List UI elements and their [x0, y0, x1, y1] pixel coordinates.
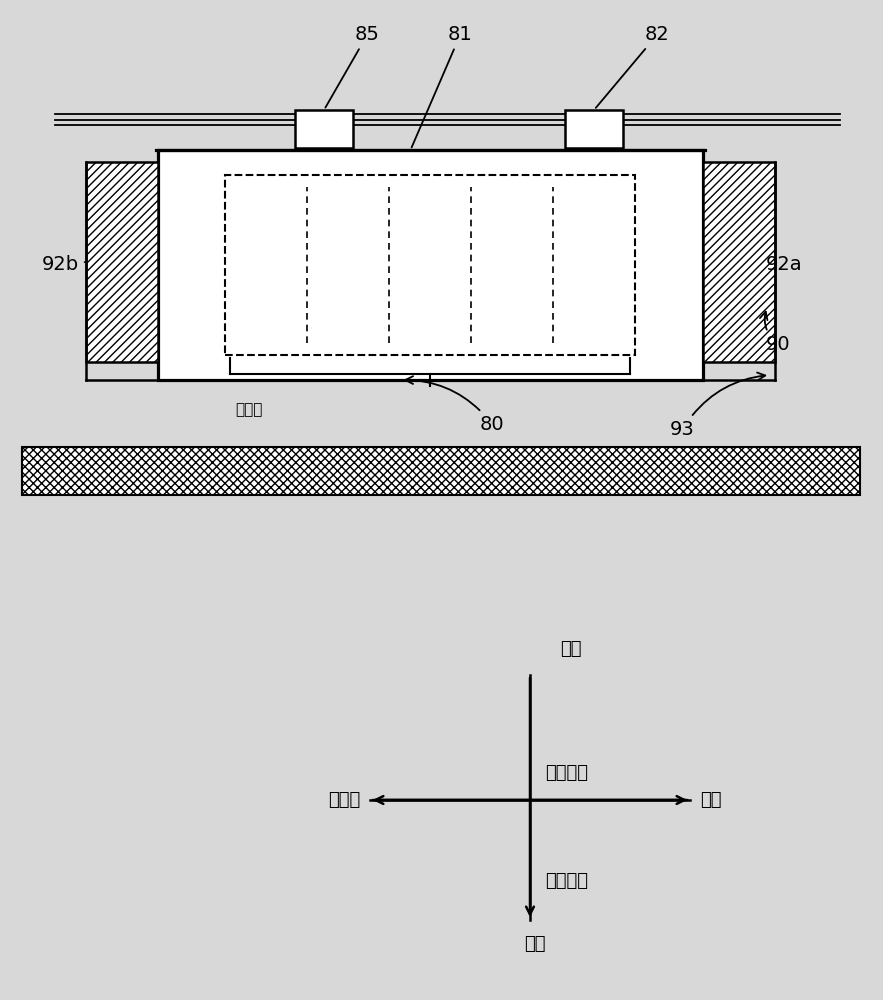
Text: 90: 90: [760, 312, 790, 354]
Bar: [22, 447, 860, 495]
Text: 噴嘴列: 噴嘴列: [235, 402, 262, 417]
Text: 另一端: 另一端: [328, 791, 360, 809]
Text: 移動方向: 移動方向: [545, 764, 588, 782]
Bar: [703, 162, 775, 362]
Text: 上游: 上游: [560, 640, 582, 658]
Text: 下游: 下游: [525, 935, 546, 953]
Bar: [158, 150, 703, 380]
Text: 82: 82: [596, 25, 669, 108]
Text: 80: 80: [405, 376, 504, 434]
Bar: [86, 162, 158, 362]
Text: 92b: 92b: [42, 255, 86, 274]
Text: 85: 85: [326, 25, 380, 108]
Text: 一端: 一端: [700, 791, 721, 809]
Text: 93: 93: [670, 373, 766, 439]
Text: 92a: 92a: [766, 252, 803, 274]
Bar: [565, 110, 623, 148]
Bar: [295, 110, 353, 148]
Text: 81: 81: [411, 25, 472, 147]
Text: 輸送方向: 輸送方向: [545, 872, 588, 890]
Bar: [225, 175, 635, 355]
